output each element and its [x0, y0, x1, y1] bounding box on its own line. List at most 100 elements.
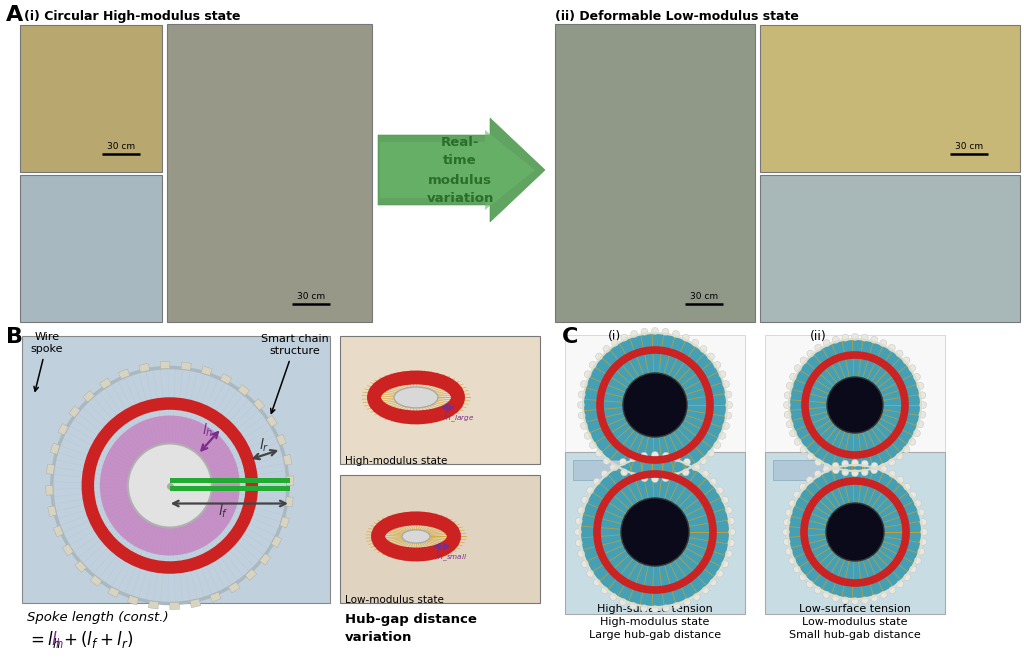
- Circle shape: [823, 591, 829, 598]
- Circle shape: [800, 483, 806, 490]
- Circle shape: [903, 357, 910, 364]
- Circle shape: [728, 517, 734, 525]
- Circle shape: [852, 333, 858, 341]
- Circle shape: [641, 475, 648, 482]
- FancyBboxPatch shape: [765, 452, 945, 614]
- Circle shape: [861, 597, 868, 604]
- Circle shape: [723, 422, 729, 430]
- Circle shape: [914, 500, 922, 507]
- Circle shape: [714, 362, 721, 368]
- Circle shape: [651, 605, 658, 612]
- Circle shape: [823, 466, 829, 473]
- Circle shape: [722, 560, 728, 568]
- Polygon shape: [62, 544, 74, 556]
- Polygon shape: [58, 424, 69, 435]
- Circle shape: [719, 371, 726, 378]
- Text: variation: variation: [345, 631, 413, 644]
- Circle shape: [903, 446, 910, 453]
- Text: Spoke length (const.): Spoke length (const.): [27, 611, 169, 624]
- Circle shape: [814, 471, 821, 477]
- Circle shape: [128, 444, 212, 527]
- Circle shape: [693, 464, 700, 471]
- Circle shape: [842, 460, 849, 467]
- Circle shape: [708, 450, 715, 457]
- Text: B: B: [6, 327, 23, 347]
- FancyBboxPatch shape: [760, 25, 1020, 172]
- Polygon shape: [253, 399, 265, 411]
- Circle shape: [852, 597, 858, 605]
- Circle shape: [920, 519, 927, 525]
- Circle shape: [725, 391, 732, 398]
- Polygon shape: [69, 406, 80, 418]
- Text: 30 cm: 30 cm: [106, 142, 135, 151]
- Circle shape: [584, 432, 591, 440]
- FancyBboxPatch shape: [167, 24, 372, 322]
- Polygon shape: [139, 364, 150, 372]
- Circle shape: [593, 478, 600, 485]
- Text: Hub-gap distance: Hub-gap distance: [345, 613, 477, 626]
- Circle shape: [871, 462, 878, 469]
- Circle shape: [579, 391, 586, 398]
- Circle shape: [815, 459, 821, 466]
- Circle shape: [842, 469, 849, 476]
- Circle shape: [788, 557, 796, 564]
- Circle shape: [918, 548, 925, 555]
- Circle shape: [790, 339, 921, 471]
- Circle shape: [920, 401, 927, 409]
- Circle shape: [630, 603, 637, 609]
- Circle shape: [783, 401, 791, 409]
- Text: Low-modulus state: Low-modulus state: [345, 595, 443, 605]
- Polygon shape: [75, 561, 86, 572]
- Text: $l_h$: $l_h$: [51, 629, 65, 650]
- Polygon shape: [148, 601, 159, 609]
- Polygon shape: [99, 378, 112, 389]
- Circle shape: [815, 345, 821, 351]
- Circle shape: [587, 487, 594, 494]
- Circle shape: [881, 466, 887, 473]
- Circle shape: [784, 411, 792, 418]
- Circle shape: [620, 459, 627, 465]
- FancyBboxPatch shape: [555, 24, 755, 322]
- Circle shape: [880, 340, 887, 347]
- Circle shape: [826, 503, 884, 561]
- Text: $l_{h\_large}$: $l_{h\_large}$: [443, 410, 474, 425]
- Circle shape: [807, 350, 814, 357]
- Text: Low-surface tension: Low-surface tension: [799, 604, 911, 614]
- Circle shape: [794, 491, 801, 498]
- Circle shape: [673, 331, 679, 337]
- Circle shape: [579, 412, 586, 419]
- Circle shape: [631, 331, 638, 337]
- Circle shape: [728, 539, 734, 546]
- Circle shape: [916, 382, 924, 389]
- Circle shape: [710, 579, 717, 586]
- Text: (i): (i): [608, 330, 622, 343]
- Circle shape: [833, 462, 839, 469]
- Circle shape: [842, 334, 849, 341]
- Text: (ii): (ii): [810, 330, 826, 343]
- Circle shape: [783, 539, 791, 545]
- Circle shape: [861, 460, 868, 467]
- Circle shape: [587, 570, 594, 577]
- Circle shape: [916, 420, 924, 428]
- FancyBboxPatch shape: [565, 452, 745, 614]
- Circle shape: [909, 566, 916, 573]
- FancyBboxPatch shape: [340, 336, 540, 464]
- Circle shape: [673, 473, 679, 480]
- Circle shape: [603, 346, 610, 352]
- Circle shape: [623, 373, 687, 437]
- Circle shape: [673, 603, 680, 609]
- Circle shape: [827, 377, 883, 433]
- Circle shape: [714, 442, 721, 449]
- Circle shape: [700, 457, 707, 465]
- Text: Low-modulus state: Low-modulus state: [802, 617, 907, 627]
- Circle shape: [790, 430, 797, 437]
- Circle shape: [641, 328, 648, 335]
- Circle shape: [794, 566, 801, 573]
- Polygon shape: [245, 569, 257, 581]
- Polygon shape: [276, 434, 287, 446]
- Circle shape: [580, 457, 730, 607]
- Ellipse shape: [394, 387, 438, 408]
- Circle shape: [888, 459, 895, 466]
- Circle shape: [719, 432, 726, 440]
- Circle shape: [589, 362, 596, 368]
